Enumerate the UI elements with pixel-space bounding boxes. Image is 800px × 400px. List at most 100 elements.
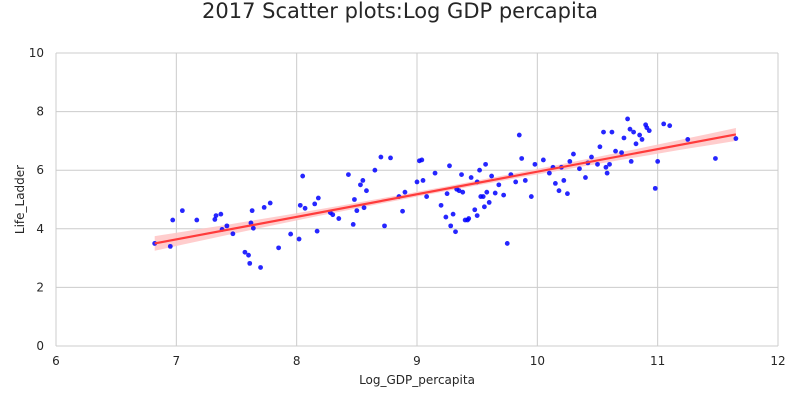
data-point [484,189,490,195]
data-point [546,170,552,176]
x-axis-label: Log_GDP_percapita [359,373,475,387]
data-point [565,191,570,197]
data-point [400,208,405,214]
data-point [589,154,594,160]
data-point [250,225,256,231]
data-point [627,126,633,132]
data-point [513,179,519,185]
data-point [249,208,255,214]
data-point [438,202,444,208]
data-point [661,121,667,127]
data-point [652,185,658,191]
y-tick-label: 10 [29,46,44,60]
data-point [472,207,478,213]
data-point [444,191,450,197]
data-point [456,188,462,194]
grid-layer [55,52,779,347]
data-point [330,212,336,218]
data-point [382,223,387,229]
data-point [167,243,173,249]
data-point [685,137,691,142]
data-point [532,161,538,167]
data-point [597,144,603,150]
y-tick-label: 4 [36,222,44,236]
data-point [633,141,639,147]
y-tick-label: 2 [36,280,44,294]
data-point [419,157,425,163]
data-point [601,129,606,135]
x-tick-label: 9 [413,354,421,368]
y-tick-label: 8 [36,105,44,119]
data-point [561,178,567,183]
data-point [595,161,600,167]
x-tick-label: 10 [530,354,545,368]
data-point [489,173,495,179]
data-point [483,161,488,167]
axis-layer: 6 7 8 9 10 11 12 0 2 4 6 8 10 [29,46,786,368]
data-point [450,211,456,217]
data-point [646,128,652,134]
points-layer [152,116,739,270]
data-point [372,167,378,173]
data-point [420,178,426,183]
data-point [528,194,534,199]
data-point [267,200,273,206]
data-point [613,148,618,154]
data-point [486,200,492,205]
data-point [603,164,609,170]
data-point [246,252,251,258]
data-point [481,204,487,210]
data-point [621,135,627,141]
data-point [402,189,408,195]
data-point [607,161,612,167]
data-point [583,175,588,180]
regression-line-layer [154,133,737,245]
x-tick-label: 6 [52,354,60,368]
data-point [619,150,624,156]
data-point [170,217,176,223]
data-point [358,182,363,188]
data-point [604,170,610,176]
data-point [378,154,384,160]
data-point [552,180,558,186]
data-point [350,222,356,227]
data-point [312,201,318,207]
data-point [496,182,502,188]
data-point [315,195,321,201]
data-point [628,159,634,164]
data-point [448,223,454,229]
data-point [212,217,218,222]
data-point [194,217,200,223]
data-point [354,208,360,214]
data-point [336,216,342,221]
data-point [556,188,562,194]
data-point [258,265,263,270]
data-point [424,194,430,199]
data-point [655,159,661,164]
data-point [480,194,486,199]
data-point [522,178,528,183]
data-point [637,132,643,138]
data-point [492,190,498,196]
data-point [466,216,472,221]
data-point [667,123,673,129]
data-point [477,167,482,173]
data-point [468,175,474,180]
data-point [639,137,645,142]
data-point [540,157,546,163]
data-point [302,205,308,211]
data-point [516,132,522,138]
data-point [504,241,510,246]
regression-line [154,133,737,245]
data-point [414,179,420,185]
data-point [296,236,302,242]
data-point [247,260,253,266]
y-axis-label: Life_Ladder [13,165,27,234]
data-point [213,213,219,219]
data-point [474,213,480,219]
data-point [577,166,582,172]
data-point [631,129,636,135]
data-point [242,249,248,255]
